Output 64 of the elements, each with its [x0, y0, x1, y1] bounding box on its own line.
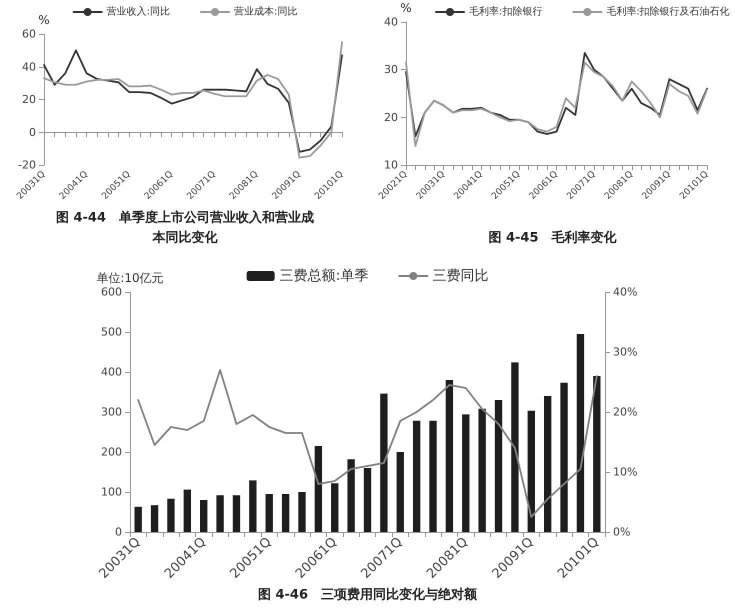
line-series [137, 369, 598, 518]
text: 图 4-44 单季度上市公司营业收入和营业成本同比变化 [56, 210, 314, 246]
bar [232, 495, 240, 532]
y2-tick-label: 0% [613, 526, 630, 538]
y-tick-label: 20 [22, 93, 36, 106]
bar [511, 362, 519, 532]
bar [380, 394, 388, 532]
bar [560, 382, 568, 532]
bar [347, 459, 355, 532]
text: 图 4-45 毛利率变化 [488, 230, 618, 246]
bar [593, 376, 600, 532]
bar [446, 380, 454, 532]
y2-tick-label: 20% [613, 406, 638, 418]
bar [298, 492, 306, 532]
legend-label: 毛利率:扣除银行 [469, 6, 542, 18]
y-tick-label: -20 [18, 158, 36, 172]
bar [184, 490, 192, 532]
bar [266, 494, 273, 532]
y-tick-label: 200 [101, 446, 122, 458]
bar [331, 483, 338, 532]
bar [544, 396, 552, 532]
y2-tick-label: 30% [613, 346, 638, 358]
y2-tick-label: 40% [613, 286, 638, 298]
y-tick-label: 100 [101, 486, 122, 498]
y-tick-label: 60 [22, 28, 36, 40]
y-tick-label: 0 [115, 526, 122, 538]
bar [528, 410, 535, 532]
bar [412, 420, 420, 532]
y-axis-title: % [400, 1, 412, 15]
bar [216, 495, 224, 532]
y2-tick-label: 10% [613, 466, 638, 478]
text: 图 4-46 三项费用同比变化与绝对额 [258, 586, 478, 602]
y-tick-label: 30 [384, 63, 398, 76]
line-series [405, 52, 708, 138]
legend-label: 毛利率:扣除银行及石油石化 [606, 6, 730, 18]
y-tick-label: 40 [384, 16, 398, 28]
y-axis-title: 单位:10亿元 [96, 271, 164, 285]
y-tick-label: 40 [22, 60, 36, 74]
bar [200, 500, 208, 532]
y-axis-title: % [38, 13, 50, 27]
y-tick-label: 0 [29, 126, 36, 139]
bar [396, 452, 404, 532]
y-tick-label: 400 [101, 366, 122, 378]
bar [576, 334, 584, 532]
bar [314, 446, 322, 532]
legend-label: 营业收入:同比 [106, 6, 170, 18]
bar [167, 498, 175, 532]
bar [364, 468, 372, 532]
y-tick-label: 20 [384, 110, 398, 124]
bar [249, 480, 257, 532]
y-tick-label: 10 [384, 158, 398, 172]
bar [282, 494, 290, 532]
bar [494, 400, 502, 532]
legend-label: 三费总额:单季 [280, 268, 368, 284]
y-tick-label: 300 [101, 406, 122, 418]
legend-label: 三费同比 [432, 268, 488, 284]
y-tick-label: 500 [101, 326, 122, 338]
bar [150, 505, 158, 532]
legend-label: 营业成本:同比 [234, 6, 298, 18]
bar [429, 420, 437, 532]
bar [478, 408, 486, 532]
bar [134, 506, 142, 532]
bar [462, 414, 470, 532]
y-tick-label: 600 [101, 286, 122, 298]
